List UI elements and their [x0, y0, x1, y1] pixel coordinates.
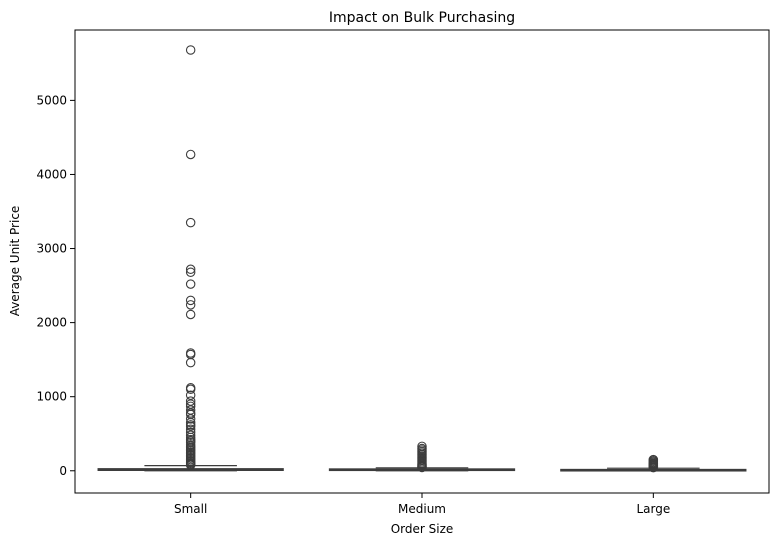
chart-title: Impact on Bulk Purchasing	[329, 10, 515, 26]
outlier-point	[185, 217, 196, 228]
y-axis-label: Average Unit Price	[8, 206, 22, 317]
outlier-point	[185, 430, 196, 440]
outlier-point	[185, 300, 196, 310]
outlier-point	[185, 45, 196, 55]
outlier-point	[185, 460, 196, 470]
outlier-point	[185, 295, 196, 306]
box-medium	[328, 441, 516, 473]
outlier-point	[185, 414, 196, 424]
box-small	[97, 45, 284, 472]
boxes-group	[97, 45, 747, 473]
outlier-point	[185, 264, 196, 275]
outlier-point	[185, 149, 196, 160]
y-tick-label: 4000	[36, 167, 67, 181]
x-tick-label: Large	[636, 502, 670, 516]
x-axis: Small Medium Large	[174, 493, 670, 516]
y-tick-label: 0	[59, 464, 67, 478]
outlier-point	[185, 357, 196, 368]
y-axis: 0 1000 2000 3000 4000 5000	[36, 93, 75, 478]
x-axis-label: Order Size	[391, 522, 454, 536]
outlier-point	[185, 267, 196, 277]
outlier-point	[185, 384, 196, 395]
x-tick-label: Small	[174, 502, 207, 516]
outlier-point	[185, 417, 196, 428]
y-tick-label: 2000	[36, 316, 67, 330]
y-tick-label: 1000	[36, 390, 67, 404]
box-large	[560, 454, 747, 473]
y-tick-label: 3000	[36, 242, 67, 256]
outlier-point	[648, 462, 659, 473]
y-tick-label: 5000	[36, 93, 67, 107]
plot-frame	[74, 29, 770, 494]
x-tick-label: Medium	[398, 502, 446, 516]
outlier-point	[185, 279, 196, 289]
outlier-point	[417, 462, 427, 473]
outlier-point	[185, 309, 196, 320]
plot-area	[74, 29, 770, 494]
